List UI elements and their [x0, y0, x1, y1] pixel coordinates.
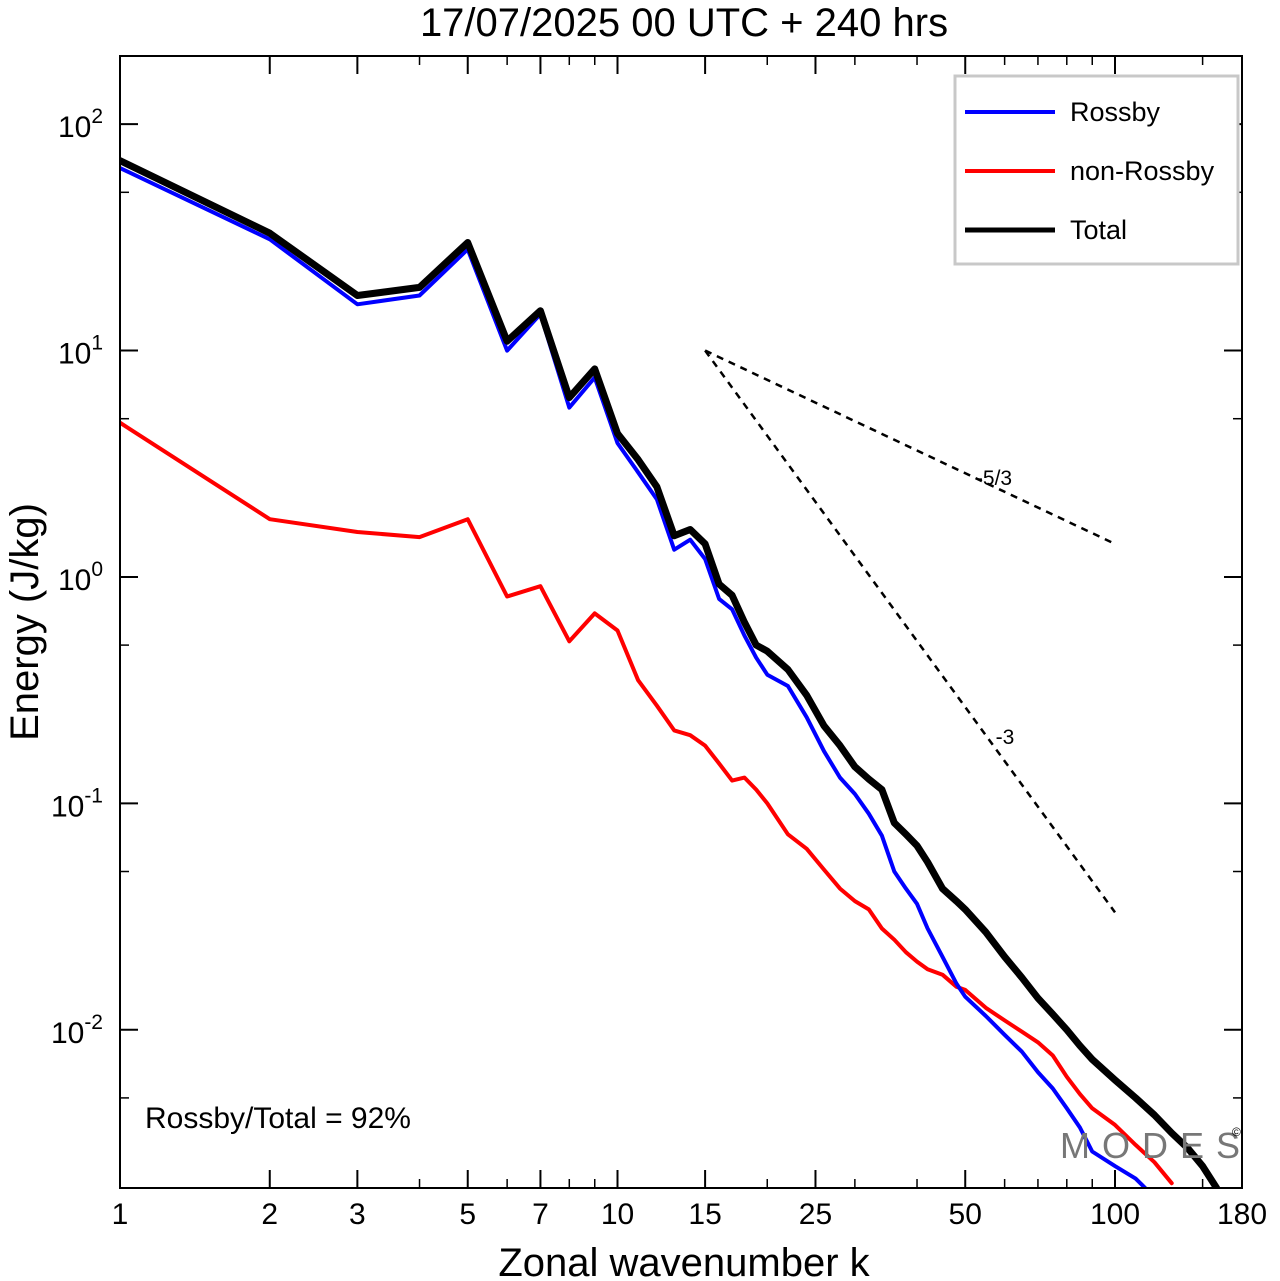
- series-line-rossby: [120, 166, 1148, 1188]
- x-tick-label: 5: [459, 1198, 476, 1231]
- slope-label: -3: [996, 726, 1015, 749]
- x-tick-label: 7: [532, 1198, 549, 1231]
- y-tick-label: 10-1: [51, 784, 103, 823]
- slope-label: -5/3: [976, 467, 1012, 490]
- reference-slope-line: [704, 349, 1116, 546]
- legend: Rossby non-Rossby Total: [953, 74, 1240, 266]
- x-tick-label: 10: [601, 1198, 634, 1231]
- x-tick-label: 25: [799, 1198, 832, 1231]
- chart-title: 17/07/2025 00 UTC + 240 hrs: [420, 1, 948, 45]
- rossby-total-ratio: Rossby/Total = 92%: [145, 1102, 411, 1135]
- plot-area: [120, 157, 1221, 1188]
- axes: -5/3 -3 1 2 3 5 7 10 15 25 50 100 180 102 101 100 10-1 10…: [51, 56, 1267, 1231]
- y-tick-label: 102: [58, 105, 103, 144]
- x-tick-label: 2: [261, 1198, 278, 1231]
- reference-slope-line: [704, 349, 1117, 914]
- y-axis-label: Energy (J/kg): [3, 503, 47, 741]
- x-tick-label: 180: [1217, 1198, 1267, 1231]
- y-tick-label: 100: [58, 558, 103, 597]
- modes-watermark: MODES: [1060, 1125, 1252, 1166]
- copyright-mark: ©: [1232, 1125, 1241, 1139]
- legend-label: Total: [1070, 215, 1127, 245]
- y-tick-label: 101: [58, 332, 103, 371]
- x-tick-label: 3: [349, 1198, 366, 1231]
- y-tick-label: 10-2: [51, 1011, 103, 1050]
- x-tick-label: 15: [688, 1198, 721, 1231]
- x-tick-label: 1: [112, 1198, 129, 1231]
- x-tick-label: 100: [1090, 1198, 1140, 1231]
- legend-label: Rossby: [1070, 97, 1161, 127]
- legend-label: non-Rossby: [1070, 156, 1215, 186]
- series-line-non-rossby: [120, 420, 1174, 1186]
- plot-frame: [119, 55, 1243, 1189]
- x-axis-label: Zonal wavenumber k: [498, 1241, 870, 1281]
- series-line-total: [120, 157, 1221, 1188]
- x-tick-label: 50: [949, 1198, 982, 1231]
